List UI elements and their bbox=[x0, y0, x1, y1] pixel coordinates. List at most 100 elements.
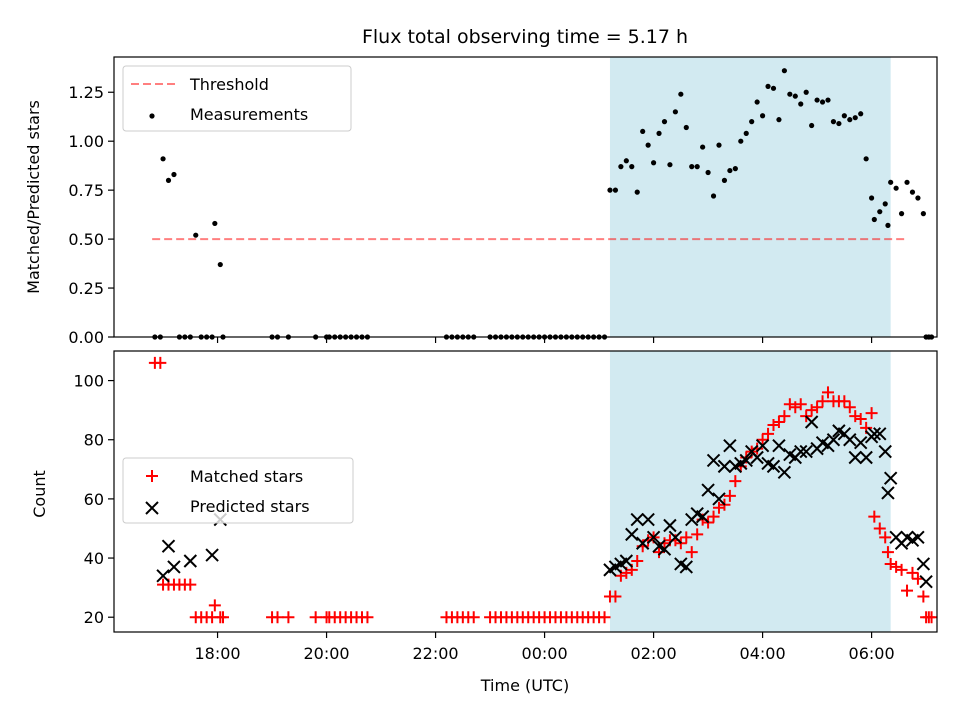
measurement-point bbox=[623, 158, 629, 164]
matched-star-point bbox=[609, 590, 622, 603]
predicted-star-point bbox=[826, 433, 841, 447]
measurement-point bbox=[217, 261, 223, 268]
measurement-point bbox=[759, 113, 766, 119]
matched-star-point bbox=[895, 563, 908, 576]
predicted-star-point bbox=[630, 512, 644, 527]
top-panel: 0.00 0.25 0.50 0.75 1.00 1.25 Matched/Predict… bbox=[24, 56, 938, 347]
predicted-star-point bbox=[619, 554, 634, 568]
matched-star-point bbox=[309, 611, 322, 624]
measurement-point bbox=[645, 142, 651, 148]
predicted-star-point bbox=[712, 492, 726, 506]
matched-star-point bbox=[658, 537, 671, 550]
matched-star-point bbox=[843, 401, 856, 414]
predicted-star-point bbox=[156, 569, 170, 583]
measurement-point bbox=[888, 179, 894, 185]
x-tick-label: 18:00 bbox=[195, 644, 241, 663]
matched-star-point bbox=[816, 395, 829, 408]
measurement-point bbox=[814, 97, 820, 103]
matched-star-point bbox=[208, 599, 221, 612]
measurement-point bbox=[871, 216, 877, 223]
measurement-point bbox=[732, 166, 738, 172]
measurement-point bbox=[171, 171, 177, 178]
measurement-point bbox=[781, 68, 787, 74]
matched-star-point bbox=[821, 386, 834, 399]
predicted-legend-swatch bbox=[145, 501, 159, 515]
measurement-point bbox=[852, 115, 858, 121]
measurement-point bbox=[667, 162, 673, 168]
bottom-legend-box bbox=[122, 457, 354, 524]
measurement-point bbox=[678, 91, 684, 97]
predicted-star-point bbox=[799, 444, 813, 459]
top-y-tick-label: 0.50 bbox=[68, 230, 104, 249]
matched-star-point bbox=[778, 410, 791, 423]
measurement-point bbox=[743, 130, 749, 136]
matched-star-point bbox=[906, 566, 919, 579]
predicted-star-point bbox=[750, 450, 764, 465]
measurement-point bbox=[830, 119, 837, 125]
measurement-point bbox=[749, 119, 755, 125]
predicted-star-point bbox=[853, 435, 868, 450]
predicted-star-point bbox=[183, 554, 198, 568]
predicted-star-point bbox=[843, 433, 857, 447]
measurement-point bbox=[710, 193, 717, 199]
measurement-point bbox=[661, 119, 668, 125]
measurement-point bbox=[882, 201, 888, 207]
measurement-point bbox=[776, 117, 782, 123]
predicted-star-point bbox=[883, 471, 898, 485]
matched-star-point bbox=[884, 557, 897, 570]
predicted-star-point bbox=[919, 575, 933, 589]
measurement-point bbox=[700, 144, 706, 150]
bottom-x-ticks: 18:00 20:00 22:00 00:00 02:00 04:00 06:00 bbox=[195, 632, 895, 663]
matched-star-point bbox=[282, 611, 295, 624]
bottom-axes-frame bbox=[113, 350, 938, 633]
matched-star-point bbox=[707, 510, 720, 523]
matched-star-point bbox=[642, 534, 655, 547]
measurement-point bbox=[809, 122, 815, 129]
predicted-star-point bbox=[161, 539, 176, 553]
predicted-star-point bbox=[848, 450, 862, 465]
matched-star-point bbox=[849, 410, 862, 423]
matched-star-point bbox=[154, 356, 167, 369]
predicted-star-point bbox=[878, 444, 892, 459]
measurement-point bbox=[656, 130, 662, 136]
predicted-star-point bbox=[701, 483, 715, 497]
predicted-star-point bbox=[881, 486, 895, 500]
top-y-tick-label: 1.00 bbox=[68, 132, 104, 151]
predicted-star-point bbox=[873, 427, 887, 441]
predicted-star-point bbox=[766, 459, 781, 474]
matched-star-point bbox=[838, 395, 851, 408]
predicted-star-point bbox=[205, 548, 219, 562]
matched-star-point bbox=[631, 555, 644, 568]
measurement-point bbox=[612, 187, 619, 193]
matched-star-point bbox=[879, 531, 892, 544]
predicted-star-point bbox=[777, 465, 792, 479]
predicted-star-point bbox=[668, 530, 683, 545]
measurement-point bbox=[694, 164, 700, 170]
measurement-point bbox=[634, 189, 640, 195]
predicted-star-point bbox=[755, 438, 770, 453]
x-tick-label: 06:00 bbox=[849, 644, 895, 663]
matched-star-point bbox=[917, 590, 930, 603]
measurement-point bbox=[885, 222, 891, 228]
bottom-legend: Matched stars Predicted stars bbox=[122, 457, 354, 524]
bottom-panel: 20 40 60 80 100 18:00 20:00 22:00 00:00 02:00 04:… bbox=[30, 350, 938, 695]
measurement-point bbox=[721, 177, 728, 183]
measurement-point bbox=[920, 211, 926, 217]
top-axes-frame bbox=[113, 56, 938, 338]
matched-legend-swatch bbox=[146, 470, 158, 482]
predicted-star-point bbox=[679, 560, 693, 574]
predicted-star-point bbox=[706, 453, 721, 468]
predicted-star-point bbox=[859, 450, 873, 465]
bottom-y-tick-label: 60 bbox=[84, 490, 104, 509]
measurement-point bbox=[716, 142, 722, 148]
x-tick-label: 22:00 bbox=[413, 644, 459, 663]
legend-threshold: Threshold bbox=[189, 75, 269, 94]
measurement-point bbox=[836, 120, 842, 127]
bottom-y-tick-label: 80 bbox=[84, 431, 104, 450]
x-axis-label: Time (UTC) bbox=[480, 676, 569, 695]
matched-star-point bbox=[789, 401, 802, 414]
predicted-star-point bbox=[663, 518, 677, 533]
matched-star-point bbox=[811, 401, 824, 414]
measurement-point bbox=[819, 99, 826, 105]
matched-star-point bbox=[680, 531, 693, 544]
